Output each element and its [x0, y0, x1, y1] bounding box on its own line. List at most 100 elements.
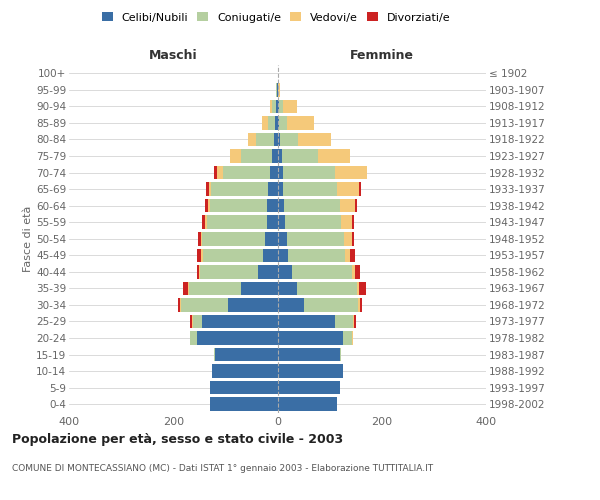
Bar: [279, 116, 287, 130]
Bar: [199, 265, 200, 278]
Bar: [287, 232, 344, 245]
Bar: [248, 132, 256, 146]
Bar: [201, 232, 202, 245]
Bar: [202, 216, 205, 229]
Bar: [206, 182, 209, 196]
Bar: [210, 398, 277, 411]
Bar: [335, 166, 367, 179]
Bar: [287, 116, 314, 130]
Bar: [277, 364, 343, 378]
Bar: [343, 332, 352, 345]
Bar: [197, 265, 199, 278]
Bar: [277, 132, 280, 146]
Bar: [278, 83, 280, 96]
Bar: [205, 199, 208, 212]
Bar: [277, 182, 283, 196]
Bar: [277, 216, 285, 229]
Bar: [340, 199, 355, 212]
Bar: [210, 381, 277, 394]
Bar: [241, 149, 272, 163]
Bar: [198, 232, 201, 245]
Bar: [272, 100, 277, 113]
Bar: [200, 265, 257, 278]
Bar: [208, 199, 210, 212]
Bar: [288, 248, 345, 262]
Bar: [267, 199, 277, 212]
Bar: [277, 100, 278, 113]
Bar: [267, 216, 277, 229]
Bar: [340, 348, 341, 362]
Bar: [277, 116, 279, 130]
Bar: [352, 232, 354, 245]
Bar: [358, 298, 361, 312]
Bar: [283, 182, 337, 196]
Legend: Celibi/Nubili, Coniugati/e, Vedovi/e, Divorziati/e: Celibi/Nubili, Coniugati/e, Vedovi/e, Di…: [97, 8, 455, 27]
Bar: [257, 265, 277, 278]
Bar: [350, 248, 355, 262]
Bar: [230, 149, 241, 163]
Bar: [277, 265, 292, 278]
Bar: [318, 149, 350, 163]
Bar: [274, 132, 277, 146]
Bar: [341, 216, 352, 229]
Bar: [197, 332, 277, 345]
Bar: [215, 348, 277, 362]
Bar: [277, 149, 281, 163]
Bar: [285, 216, 341, 229]
Bar: [214, 348, 215, 362]
Bar: [241, 282, 277, 295]
Bar: [269, 166, 277, 179]
Bar: [263, 248, 277, 262]
Bar: [202, 232, 265, 245]
Bar: [203, 248, 263, 262]
Bar: [197, 248, 202, 262]
Bar: [355, 265, 360, 278]
Bar: [214, 166, 217, 179]
Bar: [355, 199, 357, 212]
Bar: [335, 314, 353, 328]
Bar: [298, 282, 357, 295]
Bar: [304, 298, 358, 312]
Bar: [202, 248, 203, 262]
Bar: [277, 232, 287, 245]
Bar: [352, 216, 353, 229]
Bar: [193, 314, 202, 328]
Bar: [256, 132, 274, 146]
Bar: [277, 298, 304, 312]
Bar: [357, 282, 359, 295]
Bar: [277, 166, 283, 179]
Bar: [202, 314, 277, 328]
Bar: [272, 149, 277, 163]
Bar: [265, 232, 277, 245]
Bar: [190, 314, 192, 328]
Text: COMUNE DI MONTECASSIANO (MC) - Dati ISTAT 1° gennaio 2003 - Elaborazione TUTTITA: COMUNE DI MONTECASSIANO (MC) - Dati ISTA…: [12, 464, 433, 473]
Bar: [209, 182, 211, 196]
Bar: [283, 166, 335, 179]
Bar: [180, 298, 181, 312]
Y-axis label: Fasce di età: Fasce di età: [23, 206, 33, 272]
Bar: [292, 265, 352, 278]
Bar: [223, 166, 269, 179]
Bar: [361, 298, 362, 312]
Bar: [337, 182, 359, 196]
Bar: [190, 332, 197, 345]
Bar: [277, 199, 284, 212]
Bar: [205, 216, 207, 229]
Bar: [277, 282, 298, 295]
Bar: [278, 100, 283, 113]
Bar: [353, 314, 354, 328]
Bar: [212, 364, 277, 378]
Bar: [298, 132, 331, 146]
Bar: [207, 216, 267, 229]
Bar: [277, 398, 337, 411]
Bar: [345, 248, 350, 262]
Bar: [268, 182, 277, 196]
Bar: [284, 199, 340, 212]
Bar: [269, 100, 272, 113]
Bar: [228, 298, 277, 312]
Bar: [277, 314, 335, 328]
Bar: [352, 265, 355, 278]
Text: Femmine: Femmine: [350, 48, 414, 62]
Bar: [280, 132, 298, 146]
Bar: [189, 282, 241, 295]
